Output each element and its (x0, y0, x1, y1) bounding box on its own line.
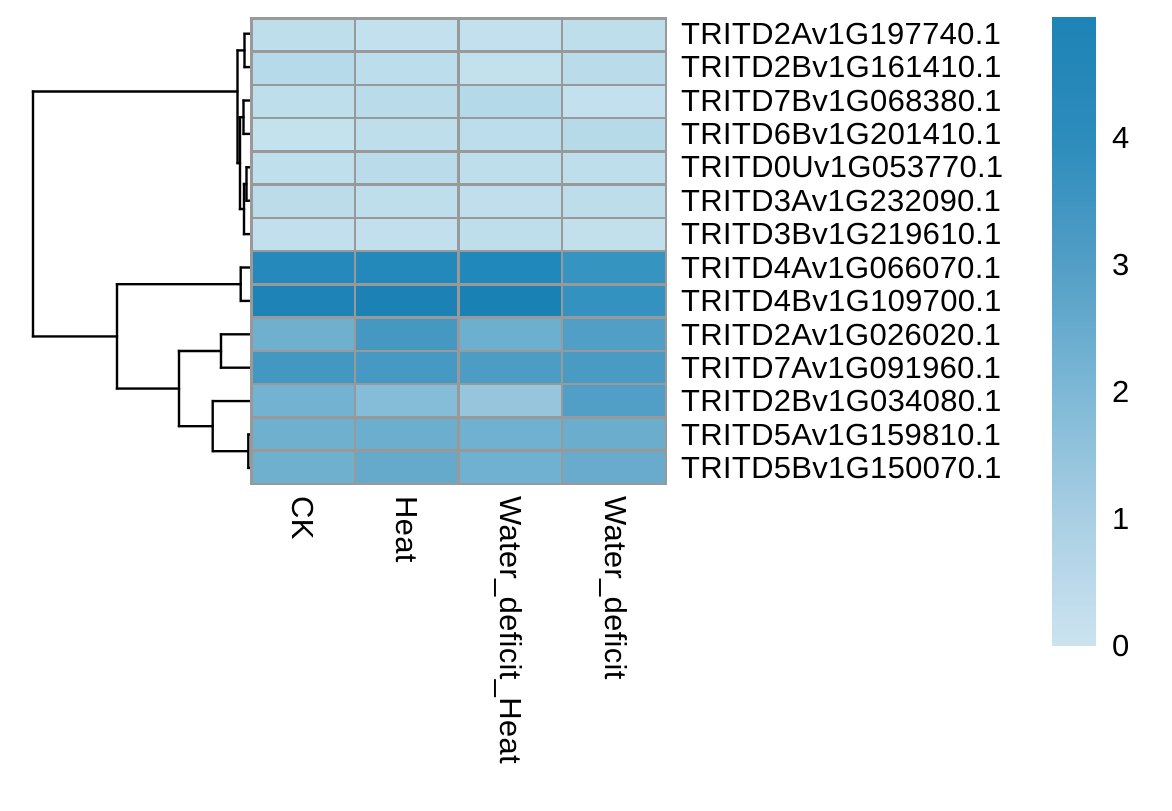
heatmap-cell-r12-c1 (356, 418, 458, 450)
row-label-13: TRITD5Bv1G150070.1 (681, 450, 1002, 486)
heatmap-cell-r12-c2 (459, 418, 561, 450)
row-label-12: TRITD5Av1G159810.1 (681, 416, 1002, 452)
heatmap-cell-r2-c2 (459, 86, 561, 117)
heatmap-cell-r9-c2 (459, 318, 561, 350)
colorbar-tick-1: 1 (1112, 500, 1130, 536)
colorbar-tick-4: 4 (1112, 119, 1130, 155)
heatmap-cell-r1-c2 (459, 52, 561, 84)
row-label-11: TRITD2Bv1G034080.1 (681, 383, 1002, 419)
row-label-6: TRITD3Bv1G219610.1 (681, 216, 1002, 252)
heatmap-cell-r9-c3 (563, 318, 665, 350)
heatmap-cell-r6-c0 (252, 219, 354, 250)
heatmap-cell-r4-c1 (356, 152, 458, 184)
colorbar-tick-3: 3 (1112, 246, 1130, 282)
heatmap-cell-r8-c2 (459, 285, 561, 317)
colorbar-legend (1052, 17, 1096, 646)
heatmap-cell-r6-c1 (356, 219, 458, 250)
heatmap-cell-r4-c3 (563, 152, 665, 184)
heatmap-cell-r11-c3 (563, 385, 665, 416)
heatmap-cell-r0-c2 (459, 19, 561, 51)
row-label-2: TRITD7Bv1G068380.1 (681, 82, 1002, 118)
heatmap-cell-r6-c2 (459, 219, 561, 250)
heatmap-cell-r7-c1 (356, 252, 458, 283)
column-label-3: Water_deficit (597, 496, 633, 680)
heatmap-cell-r8-c1 (356, 285, 458, 317)
heatmap-cell-r11-c1 (356, 385, 458, 416)
heatmap-cell-r1-c3 (563, 52, 665, 84)
heatmap-cell-r1-c0 (252, 52, 354, 84)
row-label-5: TRITD3Av1G232090.1 (681, 182, 1002, 218)
row-label-0: TRITD2Av1G197740.1 (681, 15, 1002, 51)
heatmap-cell-r7-c0 (252, 252, 354, 283)
heatmap-cell-r3-c2 (459, 119, 561, 150)
colorbar-tick-0: 0 (1112, 628, 1130, 663)
heatmap-cell-r4-c0 (252, 152, 354, 184)
heatmap-cell-r5-c0 (252, 185, 354, 217)
heatmap-cell-r3-c1 (356, 119, 458, 150)
heatmap-cell-r3-c0 (252, 119, 354, 150)
heatmap-cell-r11-c0 (252, 385, 354, 416)
heatmap-cell-r13-c0 (252, 451, 354, 483)
row-label-10: TRITD7Av1G091960.1 (681, 349, 1002, 385)
heatmap-cell-r8-c3 (563, 285, 665, 317)
heatmap-cell-r0-c1 (356, 19, 458, 51)
heatmap-cell-r7-c3 (563, 252, 665, 283)
heatmap-cell-r4-c2 (459, 152, 561, 184)
row-label-4: TRITD0Uv1G053770.1 (681, 149, 1004, 185)
heatmap-cell-r9-c0 (252, 318, 354, 350)
row-label-1: TRITD2Bv1G161410.1 (681, 49, 1002, 85)
colorbar-tick-2: 2 (1112, 373, 1130, 409)
heatmap-cell-r1-c1 (356, 52, 458, 84)
heatmap-cell-r11-c2 (459, 385, 561, 416)
column-label-2: Water_deficit_Heat (493, 496, 529, 764)
heatmap-cell-r5-c1 (356, 185, 458, 217)
heatmap-cell-r10-c3 (563, 352, 665, 383)
heatmap-cell-r13-c1 (356, 451, 458, 483)
heatmap-cell-r8-c0 (252, 285, 354, 317)
heatmap-cell-r0-c0 (252, 19, 354, 51)
heatmap-cell-r13-c3 (563, 451, 665, 483)
row-label-8: TRITD4Bv1G109700.1 (681, 283, 1002, 319)
column-label-1: Heat (388, 496, 424, 563)
heatmap-cell-r2-c0 (252, 86, 354, 117)
row-label-9: TRITD2Av1G026020.1 (681, 316, 1002, 352)
heatmap-cell-r10-c1 (356, 352, 458, 383)
heatmap-cell-r2-c3 (563, 86, 665, 117)
heatmap-cell-r12-c0 (252, 418, 354, 450)
heatmap-cell-r10-c2 (459, 352, 561, 383)
row-labels: TRITD2Av1G197740.1 TRITD2Bv1G161410.1 TRIT… (681, 15, 1041, 486)
heatmap-grid (250, 17, 667, 485)
heatmap-cell-r10-c0 (252, 352, 354, 383)
heatmap-cell-r12-c3 (563, 418, 665, 450)
heatmap-cell-r9-c1 (356, 318, 458, 350)
heatmap-cell-r5-c2 (459, 185, 561, 217)
row-label-3: TRITD6Bv1G201410.1 (681, 115, 1002, 151)
heatmap-cell-r2-c1 (356, 86, 458, 117)
heatmap-cell-r5-c3 (563, 185, 665, 217)
heatmap-cell-r6-c3 (563, 219, 665, 250)
column-label-0: CK (284, 496, 320, 540)
heatmap-cell-r7-c2 (459, 252, 561, 283)
heatmap-cell-r3-c3 (563, 119, 665, 150)
heatmap-cell-r0-c3 (563, 19, 665, 51)
row-label-7: TRITD4Av1G066070.1 (681, 249, 1002, 285)
heatmap-cell-r13-c2 (459, 451, 561, 483)
